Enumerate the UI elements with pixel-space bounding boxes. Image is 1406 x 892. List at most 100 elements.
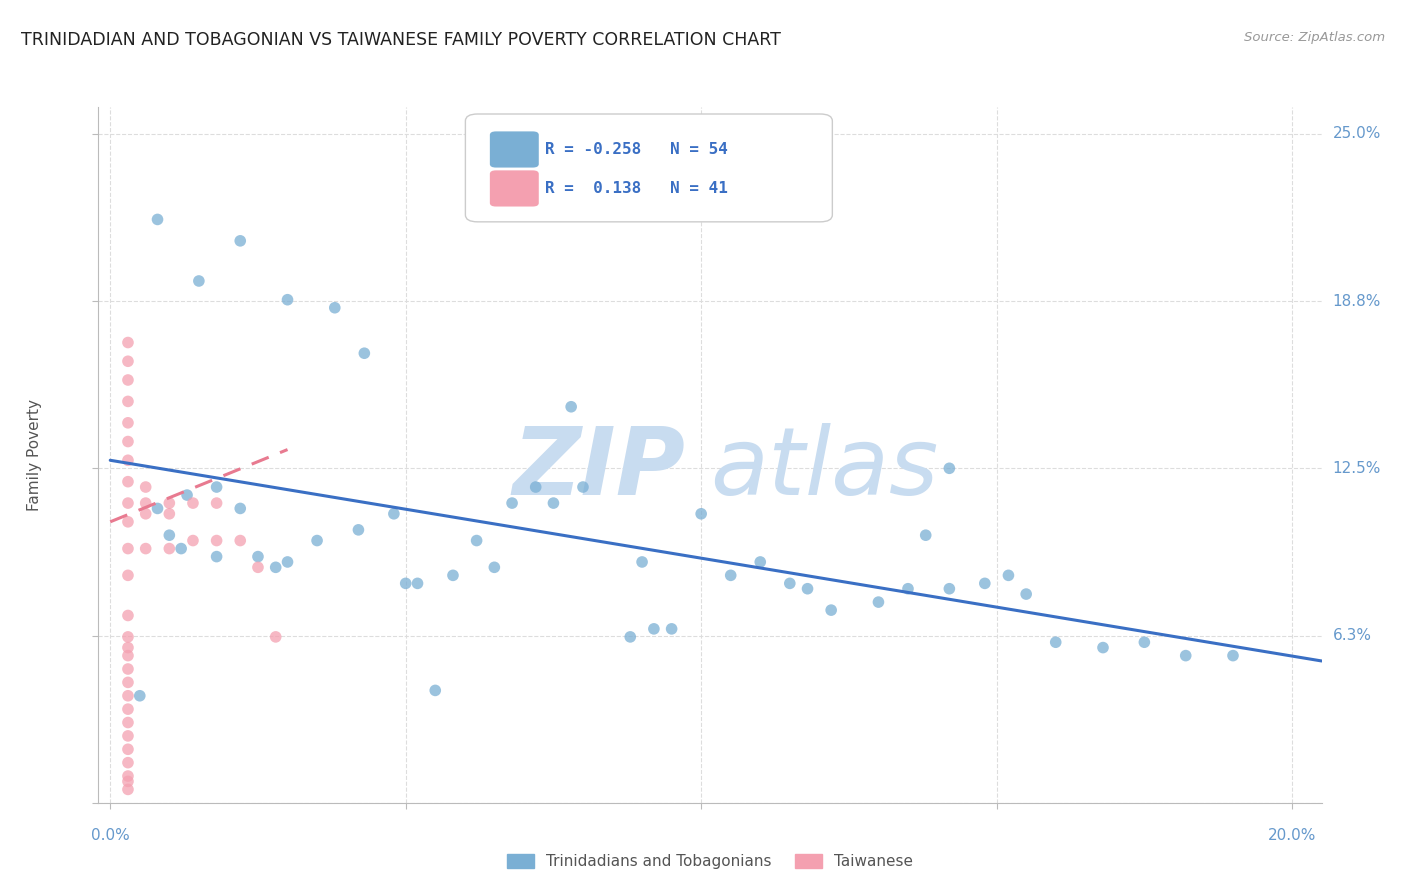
Point xyxy=(205,533,228,548)
Point xyxy=(938,582,960,596)
Point xyxy=(181,496,204,510)
Point xyxy=(117,702,139,716)
Point xyxy=(643,622,665,636)
Point xyxy=(117,630,139,644)
FancyBboxPatch shape xyxy=(489,131,538,168)
Point xyxy=(117,774,139,789)
Point xyxy=(117,416,139,430)
Point xyxy=(117,608,139,623)
Point xyxy=(157,507,180,521)
Point xyxy=(572,480,595,494)
FancyBboxPatch shape xyxy=(465,114,832,222)
Point xyxy=(135,496,157,510)
Text: Family Poverty: Family Poverty xyxy=(27,399,42,511)
Point xyxy=(146,212,169,227)
Point xyxy=(135,507,157,521)
Text: Source: ZipAtlas.com: Source: ZipAtlas.com xyxy=(1244,31,1385,45)
Text: 20.0%: 20.0% xyxy=(1268,828,1316,843)
Point xyxy=(543,496,565,510)
Point xyxy=(135,541,157,556)
Text: 12.5%: 12.5% xyxy=(1333,461,1381,475)
Point xyxy=(661,622,683,636)
Point xyxy=(560,400,582,414)
Text: TRINIDADIAN AND TOBAGONIAN VS TAIWANESE FAMILY POVERTY CORRELATION CHART: TRINIDADIAN AND TOBAGONIAN VS TAIWANESE … xyxy=(21,31,780,49)
Point xyxy=(117,675,139,690)
Point xyxy=(425,683,447,698)
Point xyxy=(246,560,269,574)
Point xyxy=(170,541,193,556)
Point xyxy=(276,293,298,307)
Point xyxy=(382,507,405,521)
Point xyxy=(187,274,209,288)
Point xyxy=(323,301,346,315)
Point xyxy=(117,541,139,556)
Point xyxy=(229,533,252,548)
Point xyxy=(1015,587,1038,601)
Point xyxy=(441,568,464,582)
Point xyxy=(524,480,547,494)
Point xyxy=(117,729,139,743)
Point xyxy=(264,630,287,644)
Point xyxy=(117,434,139,449)
Point xyxy=(157,496,180,510)
Point xyxy=(1091,640,1114,655)
Point xyxy=(229,234,252,248)
Point xyxy=(619,630,641,644)
Point xyxy=(796,582,818,596)
Point xyxy=(973,576,995,591)
Point xyxy=(117,515,139,529)
Point xyxy=(117,756,139,770)
Point xyxy=(465,533,488,548)
Point xyxy=(1045,635,1067,649)
Point xyxy=(176,488,198,502)
Point xyxy=(868,595,890,609)
Point xyxy=(246,549,269,564)
Point xyxy=(347,523,370,537)
Point xyxy=(631,555,654,569)
Point xyxy=(820,603,842,617)
Point xyxy=(157,528,180,542)
Point xyxy=(117,715,139,730)
Text: R = -0.258   N = 54: R = -0.258 N = 54 xyxy=(546,142,728,157)
Text: 18.8%: 18.8% xyxy=(1333,293,1381,309)
Point xyxy=(117,475,139,489)
Point xyxy=(501,496,523,510)
Point xyxy=(205,549,228,564)
Legend: Trinidadians and Tobagonians, Taiwanese: Trinidadians and Tobagonians, Taiwanese xyxy=(501,848,920,875)
Point xyxy=(117,496,139,510)
Point xyxy=(307,533,329,548)
Point xyxy=(117,769,139,783)
Text: atlas: atlas xyxy=(710,424,938,515)
Point xyxy=(1222,648,1244,663)
Point xyxy=(276,555,298,569)
Point xyxy=(117,568,139,582)
Point xyxy=(117,742,139,756)
Point xyxy=(720,568,742,582)
Point xyxy=(779,576,801,591)
Point xyxy=(117,689,139,703)
Point xyxy=(117,354,139,368)
Point xyxy=(146,501,169,516)
Point xyxy=(690,507,713,521)
Text: 0.0%: 0.0% xyxy=(91,828,129,843)
Text: ZIP: ZIP xyxy=(513,423,686,515)
Point xyxy=(135,480,157,494)
Point xyxy=(117,640,139,655)
Text: 25.0%: 25.0% xyxy=(1333,127,1381,141)
Point xyxy=(749,555,772,569)
Text: R =  0.138   N = 41: R = 0.138 N = 41 xyxy=(546,181,728,196)
Point xyxy=(117,335,139,350)
Point xyxy=(205,480,228,494)
Point xyxy=(181,533,204,548)
Point xyxy=(117,373,139,387)
Point xyxy=(229,501,252,516)
Point xyxy=(897,582,920,596)
Point xyxy=(997,568,1019,582)
Text: 6.3%: 6.3% xyxy=(1333,628,1372,643)
Point xyxy=(938,461,960,475)
Point xyxy=(128,689,150,703)
Point xyxy=(117,394,139,409)
Point xyxy=(205,496,228,510)
Point xyxy=(914,528,936,542)
Point xyxy=(157,541,180,556)
